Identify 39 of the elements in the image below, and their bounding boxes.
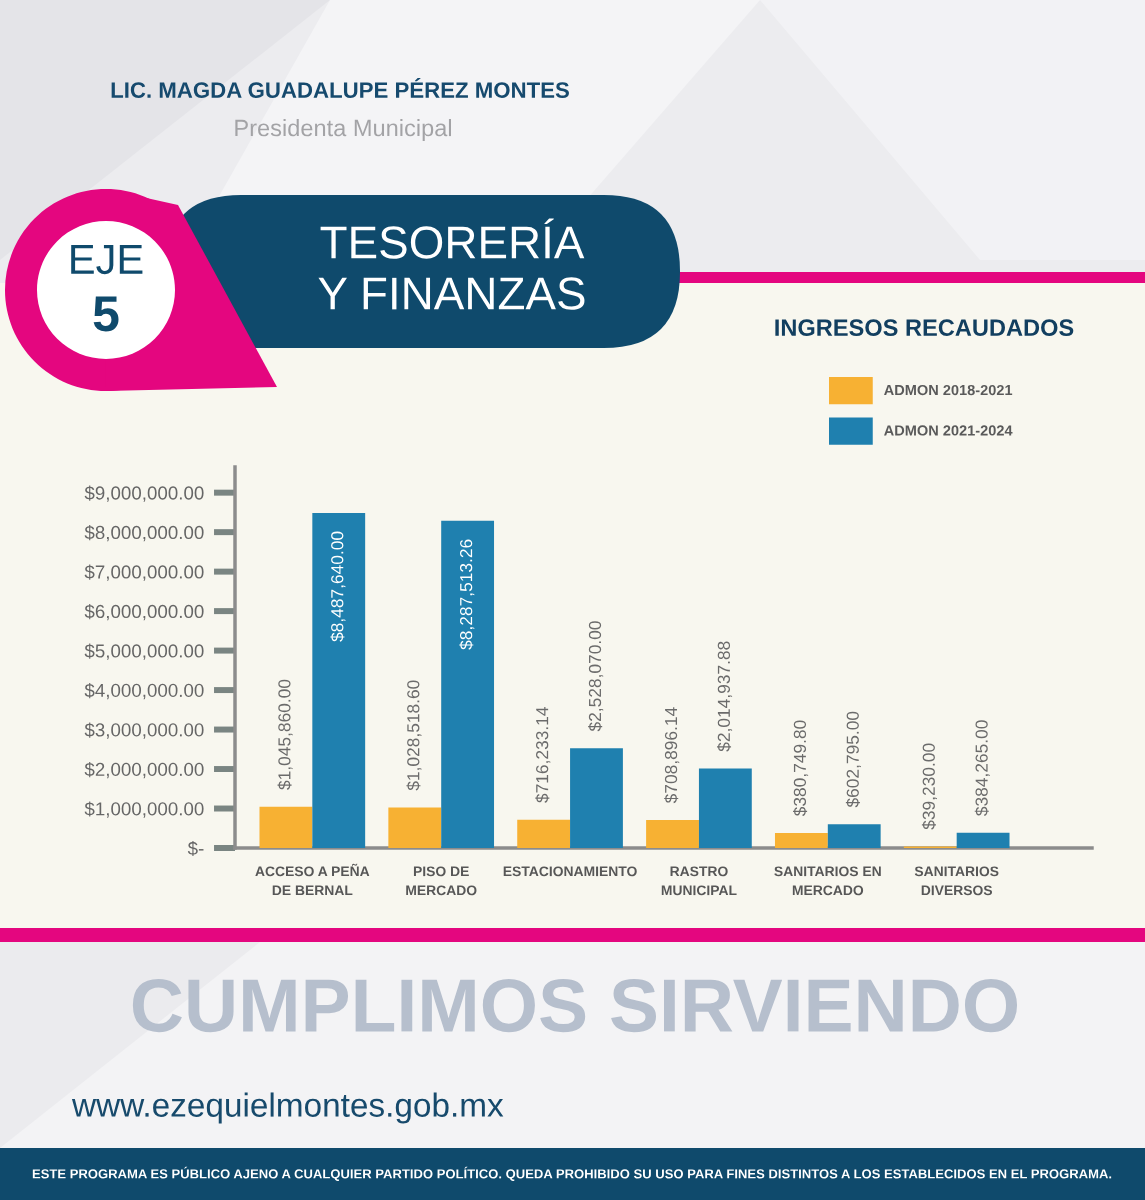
text: www.ezequielmontes.gob.mx <box>71 1092 504 1124</box>
data-label: $8,287,513.26 <box>459 539 475 650</box>
data-label: $716,233.14 <box>535 707 551 803</box>
data-label: $39,230.00 <box>921 743 937 830</box>
data-label: $380,749.80 <box>793 720 809 817</box>
data-label: $2,014,937.88 <box>717 641 733 752</box>
text: EJE <box>71 245 143 275</box>
text: LIC. MAGDA GUADALUPE PÉREZ MONTES <box>111 78 569 98</box>
data-label: $384,265.00 <box>974 720 990 816</box>
x-tick-label: SANITARIOS DIVERSOS <box>914 866 999 896</box>
data-label: $2,528,070.00 <box>588 621 604 732</box>
text: ESTE PROGRAMA ES PÚBLICO AJENO A CUALQUIER PARTIDO POLÍTICO. QUEDA PROHIBIDO SU USO PARA FINES DISTINTOS A LOS ESTABLECIDOS EN EL PROGRAMA. <box>32 1166 1112 1181</box>
data-label: $708,896.14 <box>664 707 680 804</box>
y-tick-label: $7,000,000.00 <box>84 564 204 581</box>
text: 5 <box>93 296 119 332</box>
y-tick-label: $4,000,000.00 <box>84 682 204 700</box>
x-tick-label: ESTACIONAMIENTO <box>503 866 637 877</box>
y-tick-label: $6,000,000.00 <box>84 604 204 621</box>
y-tick-label: $- <box>187 840 204 857</box>
y-tick-label: $9,000,000.00 <box>84 485 204 502</box>
text: Presidenta Municipal <box>235 119 452 142</box>
x-tick-label: RASTRO MUNICIPAL <box>661 866 737 896</box>
legend-label: ADMON 2021-2024 <box>884 425 1013 436</box>
x-tick-label: ACCESO A PEÑA DE BERNAL <box>255 863 370 896</box>
data-label: $602,795.00 <box>845 711 861 808</box>
legend-label: ADMON 2018-2021 <box>884 384 1013 396</box>
y-tick-label: $2,000,000.00 <box>84 761 204 779</box>
x-tick-label: SANITARIOS EN MERCADO <box>774 866 881 896</box>
chart-title: INGRESOS RECAUDADOS <box>775 319 1074 336</box>
data-label: $1,045,860.00 <box>277 679 293 790</box>
y-tick-label: $8,000,000.00 <box>84 525 204 542</box>
data-label: $1,028,518.60 <box>406 680 422 791</box>
y-tick-label: $5,000,000.00 <box>84 643 204 660</box>
text: TESORERÍA Y FINANZAS <box>318 218 585 310</box>
y-tick-label: $1,000,000.00 <box>84 801 204 818</box>
data-label: $8,487,640.00 <box>330 531 346 642</box>
text: CUMPLIMOS SIRVIENDO <box>132 979 1018 1033</box>
y-tick-label: $3,000,000.00 <box>84 722 204 739</box>
x-tick-label: PISO DE MERCADO <box>406 866 477 896</box>
